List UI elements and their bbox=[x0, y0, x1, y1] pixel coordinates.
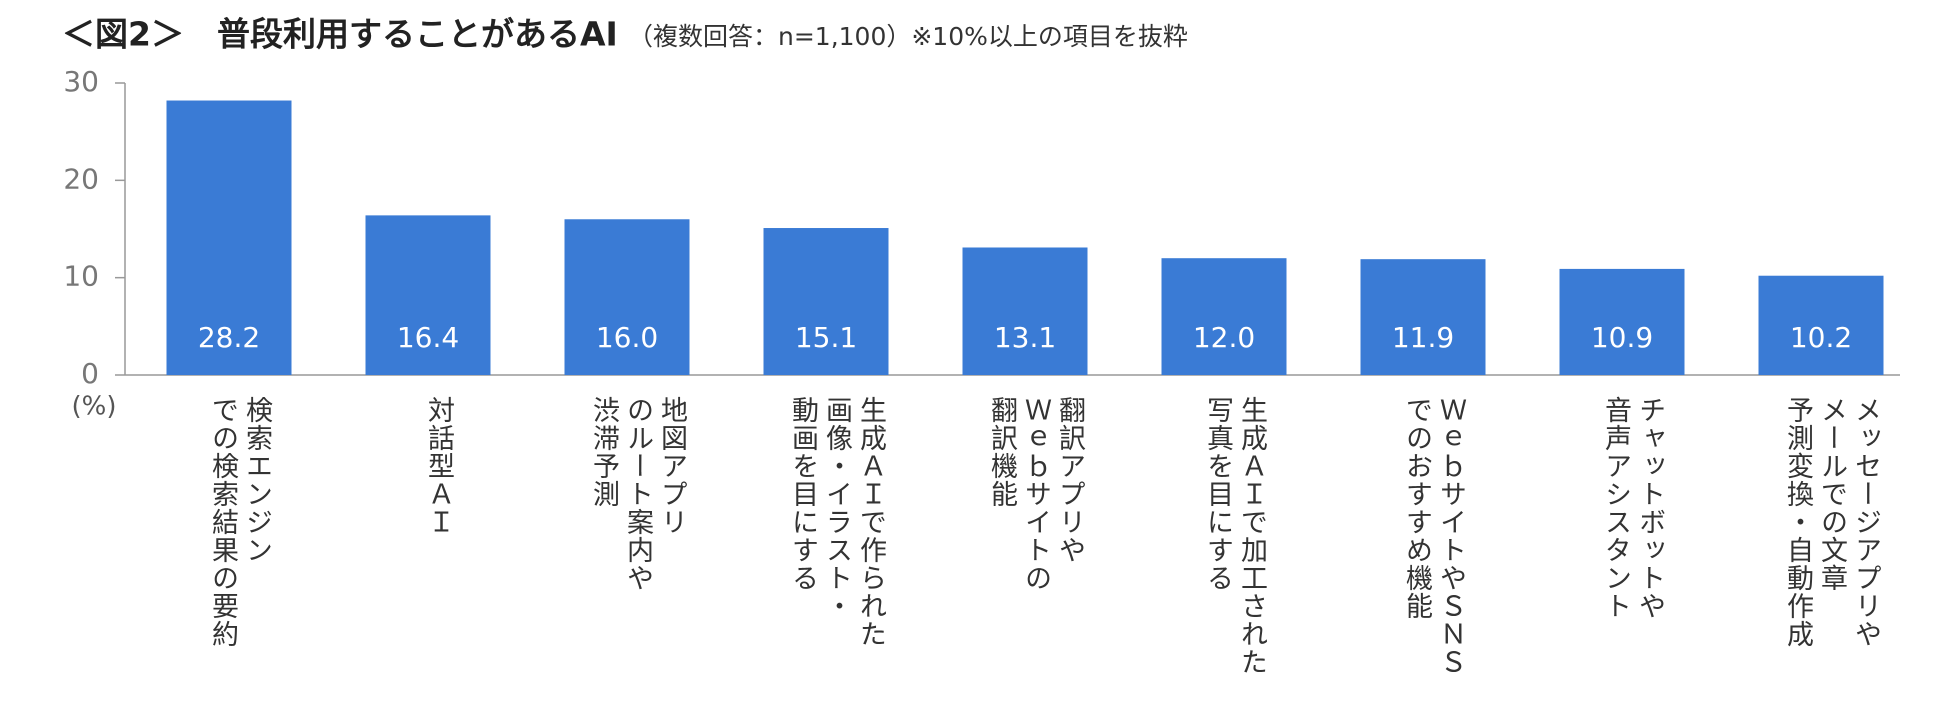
bar bbox=[365, 215, 491, 375]
chart-subtitle: （複数回答：n=1,100）※10%以上の項目を抜粋 bbox=[628, 22, 1188, 51]
value-label: 12.0 bbox=[1193, 321, 1255, 354]
y-tick-label: 0 bbox=[81, 357, 99, 390]
value-label: 11.9 bbox=[1392, 321, 1454, 354]
x-tick-label: 地図アプリ のルート案内や 渋滞予測 bbox=[588, 396, 687, 592]
y-tick-label: 20 bbox=[63, 162, 99, 195]
bar bbox=[1559, 268, 1685, 375]
x-tick-label: チャットボットや 音声アシスタント bbox=[1600, 396, 1665, 620]
chart-title: ＜図2＞ 普段利用することがあるAI bbox=[62, 15, 618, 54]
x-tick-label: 生成ＡＩで作られた 画像・イラスト・ 動画を目にする bbox=[787, 396, 886, 648]
bar bbox=[1758, 275, 1884, 375]
x-tick-label: 検索エンジン での検索結果の要約 bbox=[207, 396, 272, 648]
bar bbox=[763, 228, 889, 375]
bar bbox=[1360, 259, 1486, 375]
value-label: 16.4 bbox=[397, 321, 459, 354]
y-tick-label: 10 bbox=[63, 260, 99, 293]
value-label: 16.0 bbox=[596, 321, 658, 354]
x-tick-label: 生成ＡＩで加工された 写真を目にする bbox=[1202, 396, 1267, 676]
value-label: 10.2 bbox=[1790, 321, 1852, 354]
x-tick-label: 翻訳アプリや Ｗｅｂサイトの 翻訳機能 bbox=[986, 396, 1085, 592]
x-tick-label: 対話型ＡＩ bbox=[423, 396, 454, 536]
bar bbox=[166, 100, 292, 376]
x-tick-label: メッセージアプリや メールでの文章 予測変換・自動作成 bbox=[1782, 396, 1881, 648]
value-label: 28.2 bbox=[198, 321, 260, 354]
value-label: 15.1 bbox=[795, 321, 857, 354]
value-label: 13.1 bbox=[994, 321, 1056, 354]
y-tick-label: 30 bbox=[63, 65, 99, 98]
y-unit: (%) bbox=[72, 392, 117, 422]
bar bbox=[564, 219, 690, 375]
value-label: 10.9 bbox=[1591, 321, 1653, 354]
x-tick-label: ＷｅｂサイトやＳＮＳ でのおすすめ機能 bbox=[1401, 396, 1466, 676]
bar bbox=[1161, 258, 1287, 375]
bar bbox=[962, 247, 1088, 375]
